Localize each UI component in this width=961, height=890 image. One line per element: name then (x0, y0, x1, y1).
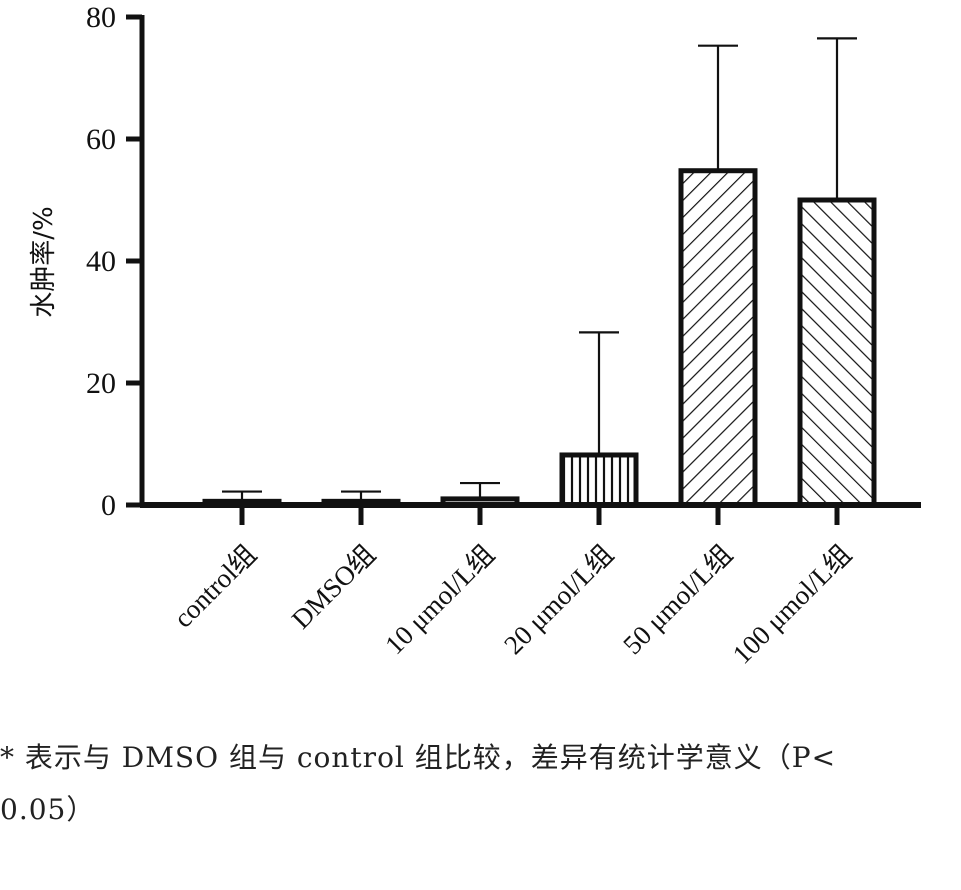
footnote: * 表示与 DMSO 组与 control 组比较，差异有统计学意义（P< 0.… (0, 732, 961, 836)
x-tick-label: 20 μmol/L组 (498, 539, 619, 660)
y-axis: 0 20 40 60 80 (86, 1, 145, 522)
bar (559, 452, 639, 508)
y-tick-label: 0 (101, 489, 116, 522)
x-tick-label: DMSO组 (286, 539, 381, 634)
footnote-line-1: * 表示与 DMSO 组与 control 组比较，差异有统计学意义（P< (0, 741, 837, 774)
x-tick-label: 50 μmol/L组 (617, 539, 738, 660)
y-tick-label: 20 (86, 367, 116, 400)
bars (202, 37, 877, 508)
bar (678, 168, 758, 508)
y-tick-label: 40 (86, 245, 116, 278)
y-axis-label: 水肿率/% (29, 206, 59, 317)
x-tick-label: 100 μmol/L组 (727, 539, 858, 670)
x-tick-label: 10 μmol/L组 (379, 539, 500, 660)
y-tick-label: 80 (86, 1, 116, 34)
bar (797, 197, 877, 508)
footnote-line-2: 0.05） (0, 793, 96, 826)
x-tick-label: control组 (168, 539, 262, 633)
y-tick-label: 60 (86, 123, 116, 156)
